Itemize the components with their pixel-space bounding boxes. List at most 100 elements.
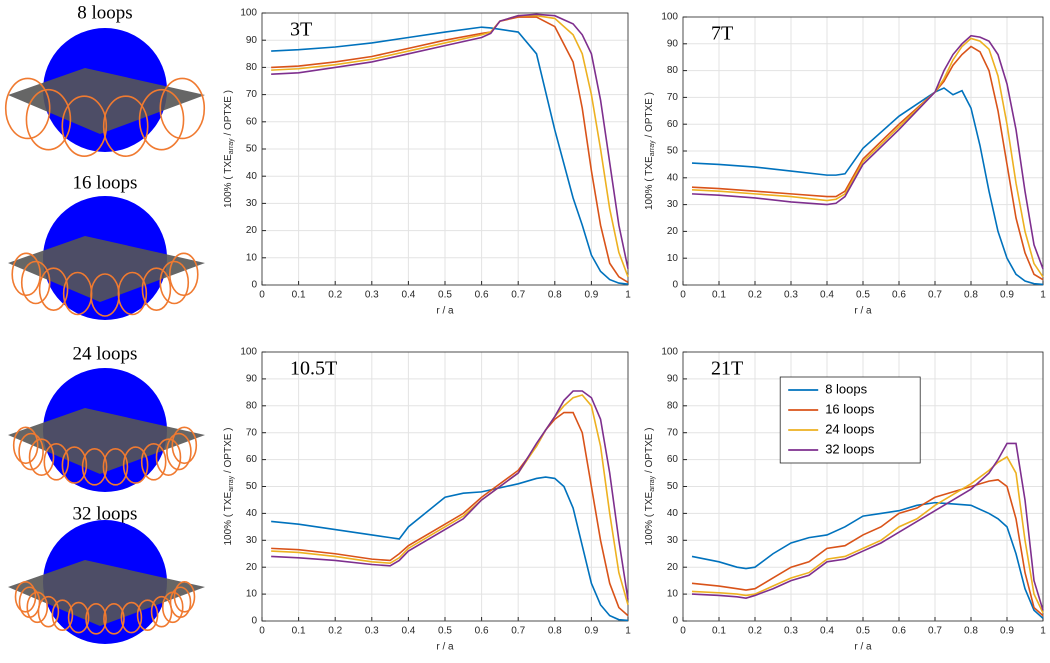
x-tick-label: 0.6	[475, 626, 489, 637]
y-tick-label: 30	[667, 199, 679, 210]
x-tick-label: 0.6	[475, 290, 489, 301]
legend-label: 16 loops	[825, 401, 875, 416]
panel-label: 32 loops	[73, 503, 138, 524]
loop-coil	[138, 88, 185, 151]
loop-coil	[155, 438, 182, 477]
panel-label: 24 loops	[73, 343, 138, 364]
x-tick-label: 0.9	[584, 626, 598, 637]
x-tick-label: 0.6	[892, 626, 906, 637]
x-tick-label: 0.4	[401, 626, 415, 637]
x-axis-label: r / a	[436, 306, 454, 317]
x-tick-label: 0.6	[892, 290, 906, 301]
x-tick-label: 0	[259, 290, 265, 301]
y-tick-label: 100	[240, 8, 257, 19]
x-tick-label: 0	[259, 626, 265, 637]
data-line	[691, 478, 1044, 617]
x-axis-label: r / a	[854, 306, 872, 317]
axes-box	[261, 12, 629, 286]
loop-coil	[25, 88, 72, 151]
x-tick-label: 0.5	[856, 626, 870, 637]
loop-coil	[166, 432, 192, 471]
x-tick-label: 0.8	[548, 626, 562, 637]
loop-coil	[117, 271, 148, 316]
panel-label: 8 loops	[77, 2, 132, 23]
y-tick-label: 30	[667, 535, 679, 546]
x-tick-label: 0.5	[438, 290, 452, 301]
legend-label: 24 loops	[825, 421, 875, 436]
data-line	[271, 16, 629, 283]
y-tick-label: 80	[246, 62, 258, 73]
chart-title: 21T	[711, 358, 743, 380]
x-tick-label: 0.5	[856, 290, 870, 301]
y-axis-label-part: / OPTXE )	[644, 427, 655, 475]
loop-coil	[171, 426, 198, 465]
loop-coil	[159, 260, 190, 305]
plane	[8, 408, 205, 474]
y-tick-label: 100	[661, 12, 678, 23]
y-tick-label: 0	[672, 616, 678, 627]
x-tick-label: 0.7	[511, 290, 525, 301]
y-tick-label: 100	[661, 347, 678, 358]
loop-coil	[141, 267, 172, 311]
loop-coil	[26, 591, 49, 624]
y-axis-label-part: 100% ( TXE	[644, 491, 655, 545]
y-tick-label: 50	[667, 481, 679, 492]
loop-coil	[20, 260, 51, 305]
data-line	[691, 442, 1044, 611]
y-axis-label-part: 100% ( TXE	[644, 156, 655, 210]
y-tick-label: 20	[667, 226, 679, 237]
y-axis-label: 100% ( TXEarray / OPTXE )	[644, 427, 657, 545]
x-tick-label: 0.9	[584, 290, 598, 301]
y-axis-label: 100% ( TXEarray / OPTXE )	[223, 427, 236, 545]
y-tick-label: 60	[667, 119, 679, 130]
x-tick-label: 1	[625, 290, 631, 301]
x-tick-label: 0.1	[292, 626, 306, 637]
y-tick-label: 0	[251, 616, 257, 627]
y-axis-label-part: array	[228, 138, 235, 154]
x-tick-label: 0	[680, 626, 686, 637]
axes-box	[261, 351, 629, 622]
loop-coil	[12, 426, 39, 465]
panel-label: 16 loops	[73, 172, 138, 193]
loop-coil	[136, 599, 159, 631]
y-axis-label-part: / OPTXE )	[223, 90, 234, 138]
loop-coil	[14, 580, 37, 613]
legend-label: 8 loops	[825, 381, 867, 396]
loop-coil	[43, 443, 70, 481]
y-tick-label: 80	[246, 400, 258, 411]
loop-coil	[18, 432, 44, 471]
x-tick-label: 0	[680, 290, 686, 301]
y-tick-label: 50	[246, 481, 258, 492]
y-tick-label: 0	[251, 280, 257, 291]
y-tick-label: 10	[667, 589, 679, 600]
y-axis-label: 100% ( TXEarray / OPTXE )	[644, 92, 657, 210]
y-axis-label: 100% ( TXEarray / OPTXE )	[223, 90, 236, 208]
x-tick-label: 0.7	[511, 626, 525, 637]
y-tick-label: 30	[246, 198, 258, 209]
data-line	[271, 13, 629, 269]
y-tick-label: 30	[246, 535, 258, 546]
loop-coil	[61, 95, 108, 157]
data-line	[691, 37, 1044, 278]
y-tick-label: 70	[246, 89, 258, 100]
loop-coil	[169, 586, 192, 619]
y-tick-label: 60	[667, 454, 679, 465]
x-tick-label: 0.3	[365, 626, 379, 637]
y-tick-label: 70	[667, 92, 679, 103]
data-line	[271, 26, 629, 285]
axes-box	[682, 16, 1044, 286]
loop-coil	[11, 252, 42, 297]
x-tick-label: 1	[625, 626, 631, 637]
y-tick-label: 20	[667, 562, 679, 573]
loop-coil	[85, 603, 107, 635]
data-line	[691, 87, 1044, 286]
y-tick-label: 80	[667, 400, 679, 411]
y-tick-label: 40	[246, 171, 258, 182]
x-tick-label: 0.2	[328, 626, 342, 637]
data-line	[691, 455, 1044, 614]
x-tick-label: 0.1	[712, 290, 726, 301]
y-tick-label: 10	[246, 252, 258, 263]
x-tick-label: 0.9	[1000, 626, 1014, 637]
y-tick-label: 10	[667, 253, 679, 264]
loop-coil	[67, 601, 90, 634]
